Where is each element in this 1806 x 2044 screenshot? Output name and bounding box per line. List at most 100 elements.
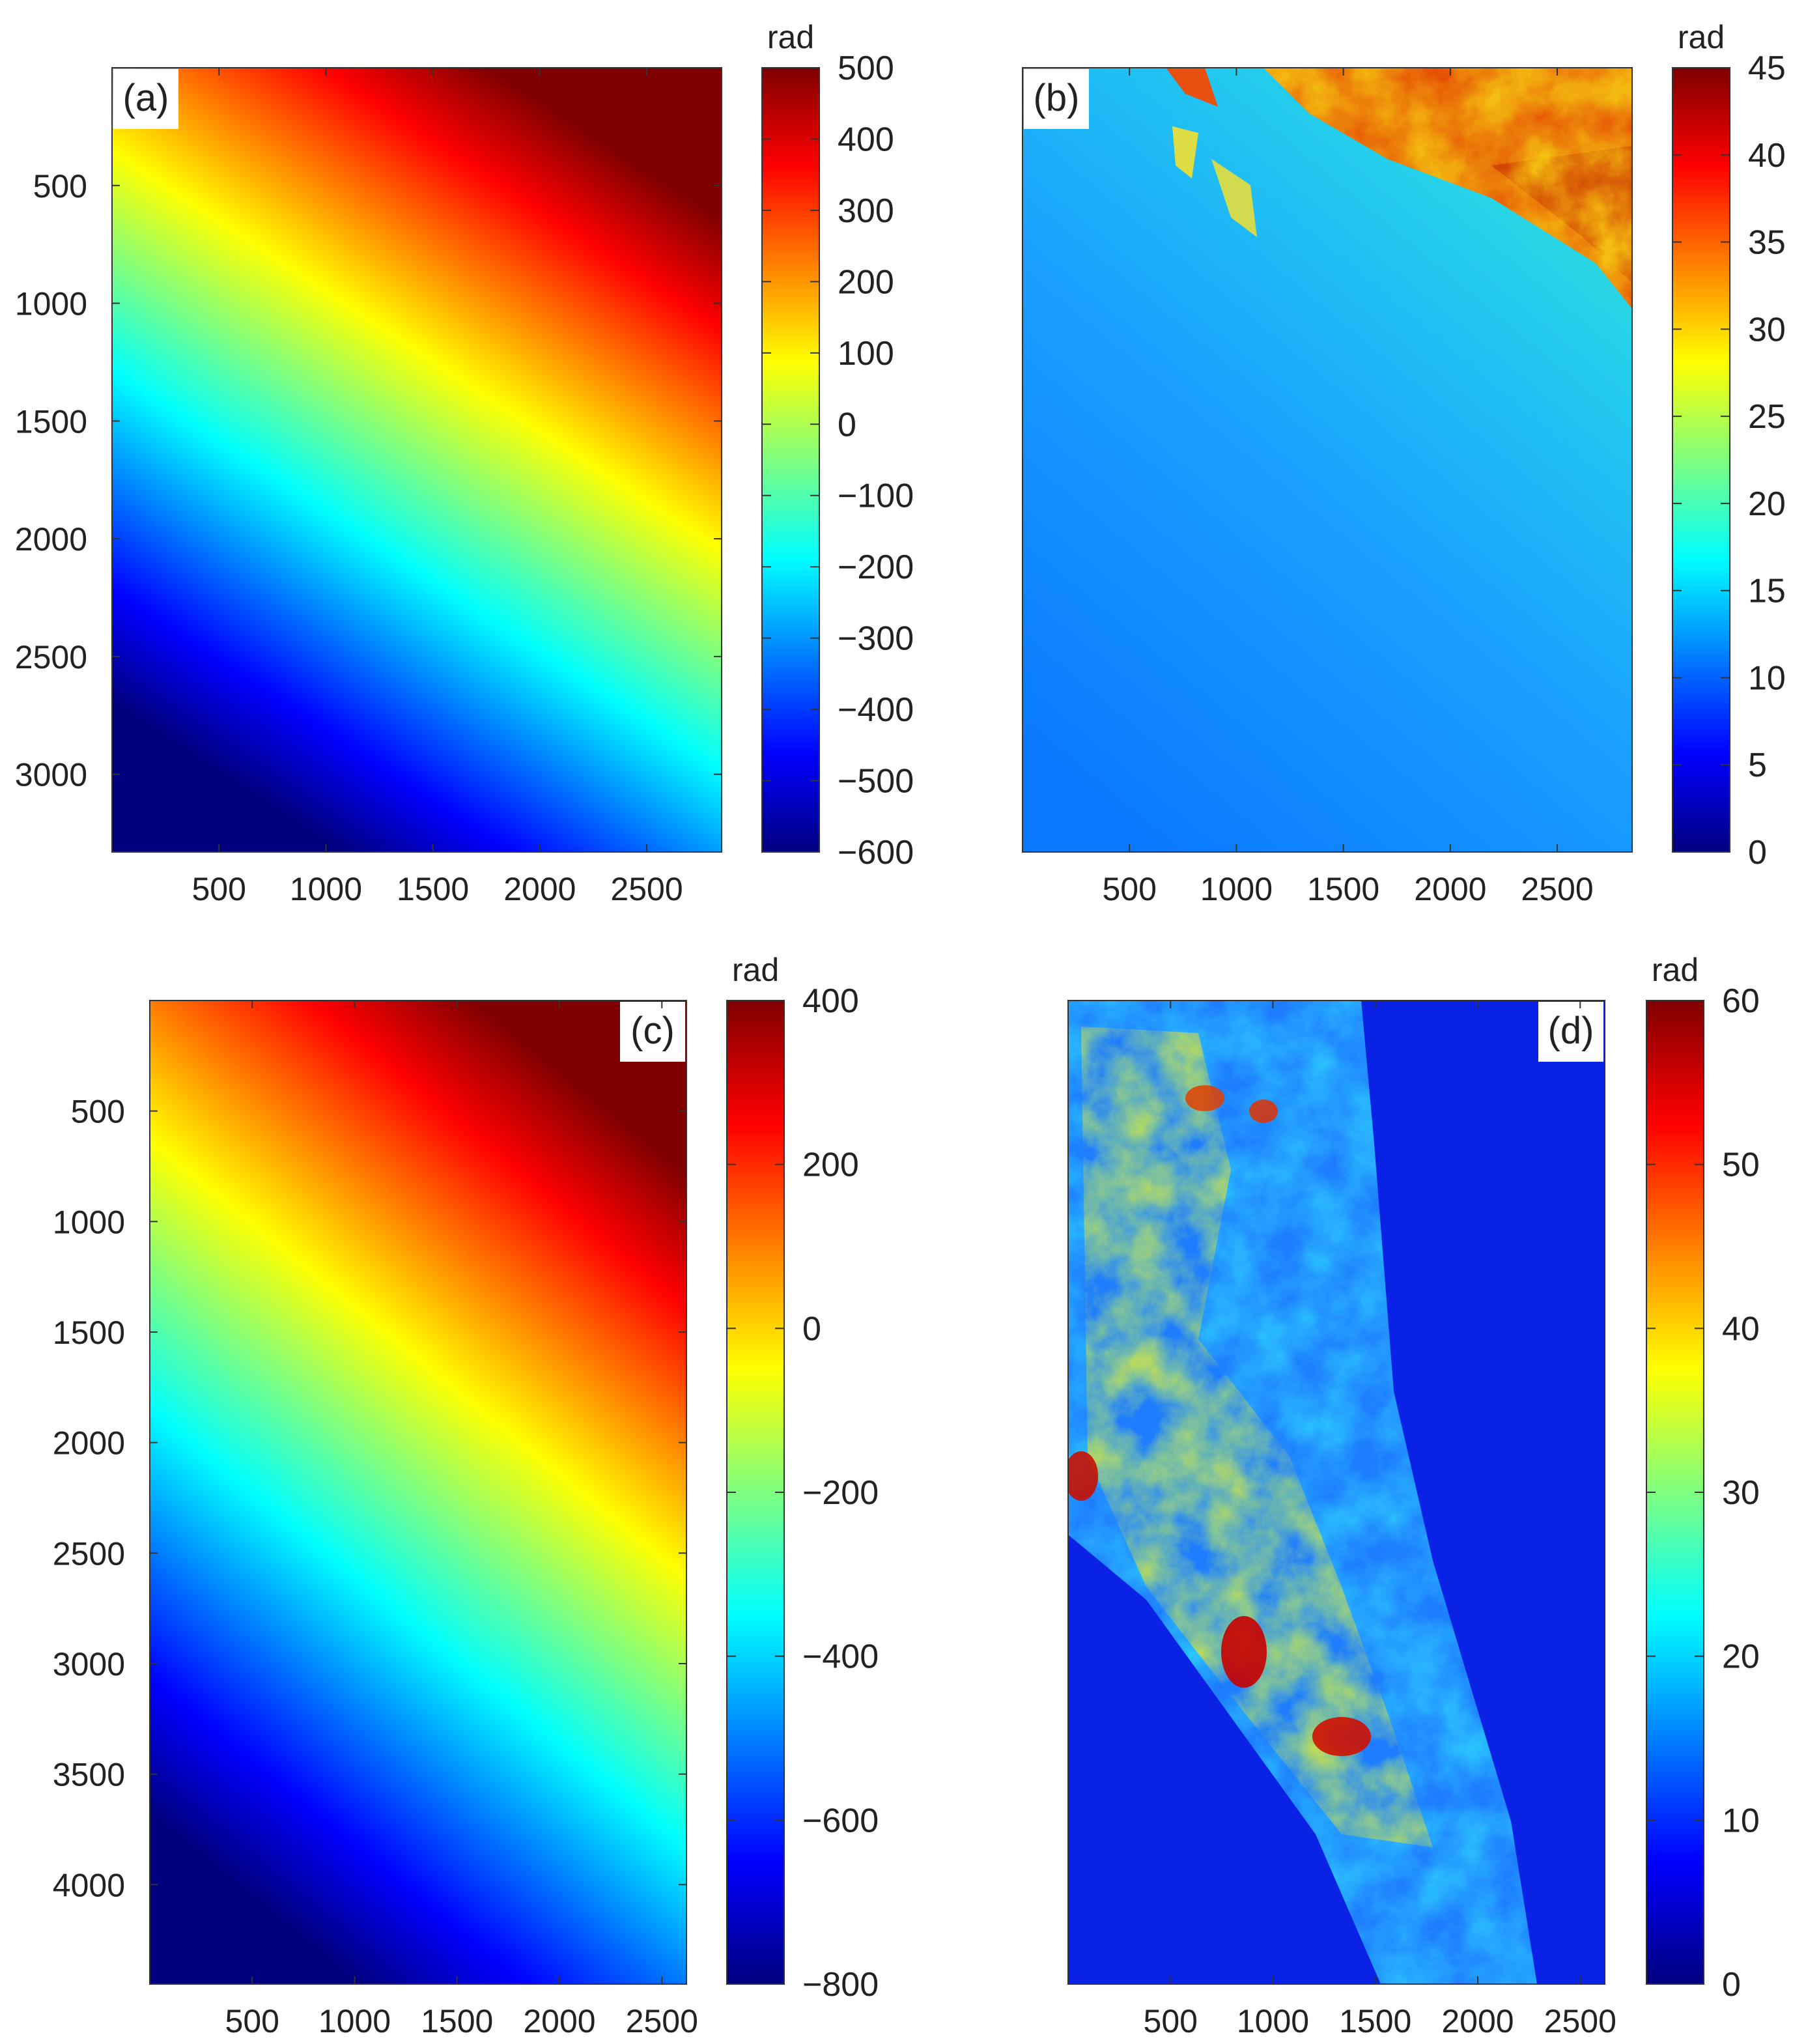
- colorbar-unit: rad: [1678, 19, 1725, 55]
- y-tick-label: 1000: [15, 286, 87, 322]
- heatmap-field: [150, 1001, 686, 1984]
- x-tick-label: 500: [1144, 2003, 1198, 2039]
- colorbar-tick-label: 10: [1722, 1802, 1760, 1839]
- colorbar-scale: [1646, 1000, 1704, 1985]
- y-tick-label: 500: [33, 168, 87, 205]
- colorbar-tick-label: −400: [802, 1638, 879, 1676]
- colorbar-tick-label: −200: [838, 548, 914, 586]
- colorbar-tick-label: 0: [802, 1310, 821, 1348]
- colorbar: rad 60 50 40 30 20 10 0: [1646, 952, 1760, 2004]
- colorbar: rad 400 200 0 −200 −400 −600 −800: [726, 952, 879, 2004]
- colorbar-tick-label: 0: [1748, 834, 1767, 872]
- colorbar-tick-label: 20: [1722, 1638, 1760, 1676]
- x-tick-label: 500: [1102, 871, 1156, 907]
- colorbar-scale: [1672, 67, 1730, 853]
- heatmap-field: [112, 68, 722, 852]
- x-tick-label: 1000: [1200, 871, 1273, 907]
- x-axis: 500 1000 1500 2000 2500: [1102, 68, 1594, 907]
- y-axis: 500 1000 1500 2000 2500 3000: [15, 168, 722, 793]
- colorbar-tick-label: 0: [838, 406, 856, 444]
- colorbar-tick-label: 500: [838, 50, 894, 87]
- x-tick-label: 2000: [1441, 2003, 1514, 2039]
- y-tick-label: 2500: [53, 1535, 125, 1572]
- heatmap-image: [1023, 68, 1632, 852]
- colorbar-tick-label: 40: [1722, 1310, 1760, 1348]
- colorbar-tick-label: −400: [838, 691, 914, 729]
- panel-a: (a)500 1000 1500 2000 2500500100015002000250…: [15, 19, 914, 907]
- x-tick-label: 2500: [1521, 871, 1593, 907]
- y-tick-label: 2000: [15, 521, 87, 558]
- panel-label: (c): [620, 1002, 685, 1062]
- panel-label: (a): [113, 69, 178, 129]
- axes-frame: [111, 67, 722, 853]
- x-tick-label: 2500: [1544, 2003, 1616, 2039]
- panel-label-text: (b): [1034, 77, 1080, 119]
- colorbar-tick-label: 20: [1748, 485, 1786, 523]
- colorbar-unit: rad: [1652, 952, 1699, 988]
- colorbar-tick-label: 45: [1748, 50, 1786, 87]
- x-tick-label: 1000: [318, 2003, 391, 2039]
- colorbar-tick-label: 0: [1722, 1966, 1741, 2004]
- colorbar: rad 45 40 35 30 25 20 15 10 5 0: [1672, 19, 1786, 872]
- colorbar-tick-label: −200: [802, 1474, 879, 1512]
- y-tick-label: 2000: [53, 1425, 125, 1462]
- x-tick-label: 500: [191, 871, 246, 907]
- colorbar-tick-label: −300: [838, 620, 914, 658]
- y-tick-label: 500: [71, 1094, 125, 1130]
- colorbar-tick-label: 60: [1722, 982, 1760, 1020]
- panel-label: (d): [1538, 1002, 1603, 1062]
- x-tick-label: 2000: [523, 2003, 595, 2039]
- panel-label-text: (c): [630, 1010, 675, 1052]
- colorbar-tick-label: 400: [838, 121, 894, 158]
- axes-frame: [149, 1000, 687, 1985]
- x-axis: 500 1000 1500 2000 2500: [191, 68, 683, 907]
- panel-c: (c)500 1000 1500 2000 2500500100015002000250…: [53, 952, 879, 2039]
- x-tick-label: 2000: [503, 871, 576, 907]
- colorbar-tick-label: 100: [838, 335, 894, 373]
- colorbar-tick-label: −500: [838, 763, 914, 801]
- x-tick-label: 2500: [626, 2003, 698, 2039]
- x-axis: 500 1000 1500 2000 2500: [1144, 1001, 1616, 2039]
- x-tick-label: 1500: [397, 871, 469, 907]
- x-tick-label: 500: [225, 2003, 279, 2039]
- colorbar-tick-label: 200: [802, 1146, 859, 1184]
- y-tick-label: 1500: [15, 403, 87, 440]
- x-tick-label: 1500: [1339, 2003, 1411, 2039]
- colorbar-scale: [761, 67, 820, 853]
- colorbar-tick-label: −600: [802, 1802, 879, 1839]
- x-axis: 500 1000 1500 2000 2500: [225, 1001, 698, 2039]
- y-tick-label: 3000: [53, 1646, 125, 1682]
- panel-b: (b) 500 1000 1500 2000 2500 rad 45 40 35 30 25 20 15 1…: [1022, 19, 1786, 907]
- axes-frame: [1067, 1000, 1605, 1985]
- colorbar-tick-label: 15: [1748, 573, 1786, 610]
- colorbar-tick-label: −800: [802, 1966, 879, 2004]
- y-tick-label: 2500: [15, 639, 87, 675]
- x-tick-label: 1000: [290, 871, 362, 907]
- colorbar-tick-label: −100: [838, 477, 914, 515]
- axes-frame: [1022, 67, 1633, 853]
- colorbar-tick-label: −600: [838, 834, 914, 872]
- y-tick-label: 1000: [53, 1204, 125, 1240]
- colorbar-unit: rad: [767, 19, 814, 55]
- x-tick-label: 1000: [1237, 2003, 1309, 2039]
- heatmap-image: [150, 1001, 686, 1984]
- heatmap-image: [1068, 1001, 1605, 1984]
- colorbar-tick-label: 25: [1748, 398, 1786, 436]
- x-tick-label: 1500: [1307, 871, 1379, 907]
- colorbar-tick-label: 40: [1748, 137, 1786, 175]
- panel-d: (d) 500 1000 1500 2000 2500 rad 60 50 40 30 20 10 0: [1067, 952, 1760, 2039]
- y-tick-label: 3000: [15, 757, 87, 793]
- colorbar-tick-label: 30: [1748, 311, 1786, 348]
- colorbar-tick-label: 300: [838, 192, 894, 230]
- panel-label: (b): [1024, 69, 1089, 129]
- y-tick-label: 3500: [53, 1757, 125, 1793]
- y-tick-label: 1500: [53, 1314, 125, 1351]
- x-tick-label: 2000: [1414, 871, 1486, 907]
- x-tick-label: 2500: [610, 871, 683, 907]
- colorbar-tick-label: 200: [838, 263, 894, 301]
- panel-label-text: (d): [1548, 1010, 1594, 1052]
- colorbar-tick-label: 5: [1748, 746, 1767, 784]
- colorbar-tick-label: 50: [1722, 1146, 1760, 1184]
- y-axis: 500 1000 1500 2000 2500 3000 3500 4000: [53, 1094, 686, 1903]
